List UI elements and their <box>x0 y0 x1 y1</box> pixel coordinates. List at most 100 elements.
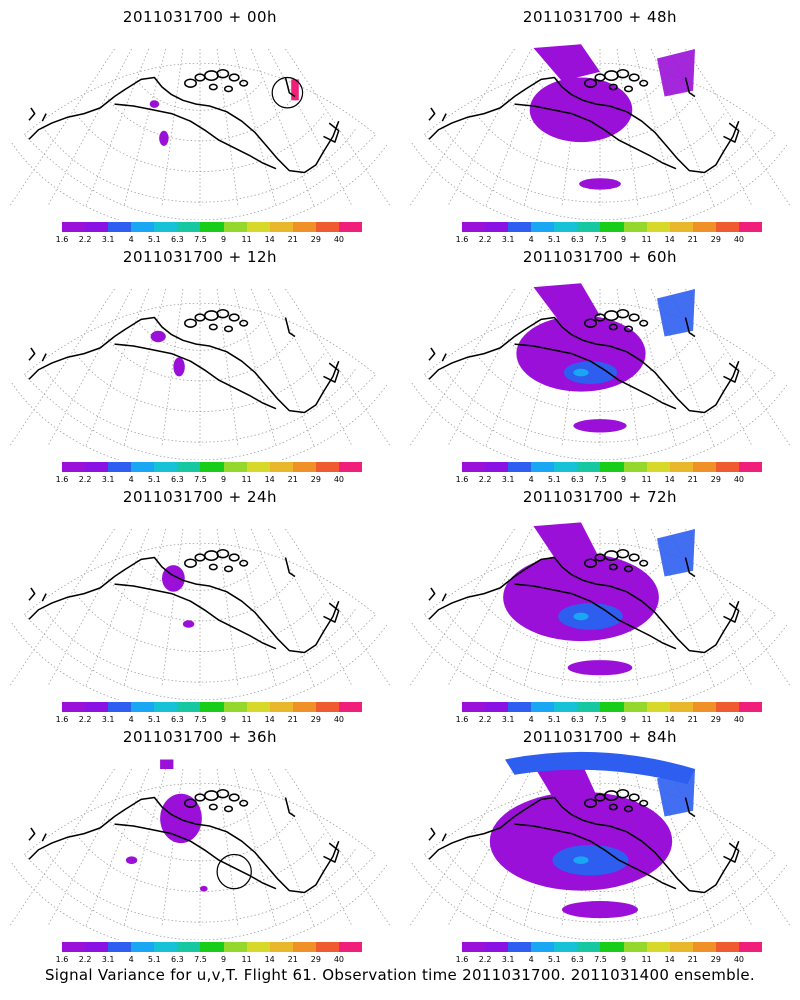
colorbar <box>62 942 363 952</box>
colorbar-tick-label: 7.5 <box>594 955 607 964</box>
colorbar-swatch <box>154 222 178 232</box>
colorbar-swatch <box>131 942 155 952</box>
map-panel: 2011031700 + 36h 1.6 2.2 3.1 4 5.1 6.3 7.5 9 11 14… <box>0 720 400 964</box>
colorbar-ticks: 1.6 2.2 3.1 4 5.1 6.3 7.5 9 11 14 21 29 40 <box>56 475 362 485</box>
colorbar-swatch <box>108 222 132 232</box>
map-panel: 2011031700 + 48h 1.6 2.2 3.1 4 5.1 6.3 7.5 9 11 14… <box>400 0 800 244</box>
colorbar-tick-label: 21 <box>287 475 298 484</box>
colorbar-tick-label: 4 <box>128 715 134 724</box>
polar-map <box>9 759 391 940</box>
colorbar-tick-label: 4 <box>528 235 534 244</box>
colorbar-tick-label: 29 <box>310 715 321 724</box>
colorbar-tick-label: 1.6 <box>55 715 69 724</box>
colorbar-tick-label: 5.1 <box>547 235 561 244</box>
colorbar-tick-label: 3.1 <box>101 235 115 244</box>
colorbar-swatch <box>669 462 693 472</box>
colorbar-tick-label: 40 <box>733 715 745 724</box>
polar-map <box>9 288 391 460</box>
colorbar <box>62 462 363 472</box>
colorbar-swatch <box>108 702 132 712</box>
colorbar-tick-label: 14 <box>264 475 275 484</box>
colorbar-swatch <box>200 462 224 472</box>
colorbar-swatch <box>600 462 624 472</box>
colorbar-swatch <box>246 702 270 712</box>
polar-map <box>9 528 391 700</box>
coastline <box>28 788 340 894</box>
colorbar-tick-label: 6.3 <box>571 475 584 484</box>
colorbar-tick-label: 4 <box>528 715 534 724</box>
coastline <box>428 68 740 174</box>
colorbar-swatch <box>292 942 316 952</box>
colorbar-swatch <box>531 942 555 952</box>
colorbar-swatch <box>623 702 647 712</box>
colorbar-tick-label: 3.1 <box>501 235 515 244</box>
panel-title: 2011031700 + 00h <box>122 8 278 26</box>
polar-map <box>409 751 791 940</box>
colorbar-swatch <box>246 222 270 232</box>
colorbar-swatch <box>692 702 716 712</box>
polar-map <box>409 283 791 460</box>
colorbar-tick-label: 29 <box>710 235 721 244</box>
panel-title: 2011031700 + 24h <box>122 488 278 506</box>
graticule <box>409 288 791 460</box>
colorbar-swatch <box>315 942 339 952</box>
variance-field <box>529 44 695 190</box>
colorbar-tick-label: 1.6 <box>55 475 69 484</box>
colorbar-swatch <box>85 462 109 472</box>
variance-field <box>150 330 185 377</box>
colorbar-swatch <box>738 702 763 712</box>
colorbar-tick-label: 3.1 <box>501 475 515 484</box>
colorbar-tick-label: 2.2 <box>78 235 92 244</box>
polar-map <box>9 48 391 220</box>
colorbar-swatch <box>531 462 555 472</box>
colorbar-swatch <box>508 702 532 712</box>
colorbar-swatch <box>669 702 693 712</box>
colorbar-ticks: 1.6 2.2 3.1 4 5.1 6.3 7.5 9 11 14 21 29 40 <box>56 715 362 725</box>
colorbar <box>462 942 763 952</box>
colorbar-tick-label: 4 <box>128 955 134 964</box>
colorbar-swatch <box>715 942 739 952</box>
colorbar-tick-label: 2.2 <box>478 955 492 964</box>
colorbar-tick-label: 5.1 <box>547 955 561 964</box>
colorbar-swatch <box>200 942 224 952</box>
colorbar <box>62 222 363 232</box>
panel-title: 2011031700 + 84h <box>522 728 678 746</box>
colorbar-swatch <box>292 702 316 712</box>
colorbar-tick-label: 4 <box>128 475 134 484</box>
colorbar-tick-label: 11 <box>641 235 652 244</box>
coastline <box>28 548 340 654</box>
colorbar-tick-label: 3.1 <box>101 475 115 484</box>
colorbar-swatch <box>338 222 363 232</box>
colorbar-swatch <box>315 222 339 232</box>
colorbar <box>462 222 763 232</box>
colorbar-swatch <box>223 942 247 952</box>
colorbar-tick-label: 11 <box>641 715 652 724</box>
colorbar-swatch <box>508 462 532 472</box>
colorbar-swatch <box>715 702 739 712</box>
colorbar-tick-label: 21 <box>687 235 698 244</box>
colorbar-ticks: 1.6 2.2 3.1 4 5.1 6.3 7.5 9 11 14 21 29 40 <box>56 235 362 245</box>
panel-title: 2011031700 + 72h <box>522 488 678 506</box>
colorbar-swatch <box>131 222 155 232</box>
colorbar-swatch <box>738 462 763 472</box>
coastline <box>428 788 740 894</box>
colorbar-swatch <box>646 222 670 232</box>
colorbar-swatch <box>338 942 363 952</box>
colorbar-swatch <box>269 462 293 472</box>
colorbar-tick-label: 6.3 <box>571 715 584 724</box>
colorbar-swatch <box>577 222 601 232</box>
colorbar-swatch <box>646 702 670 712</box>
variance-field <box>516 283 695 433</box>
colorbar-tick-label: 2.2 <box>478 235 492 244</box>
colorbar-swatch <box>623 222 647 232</box>
colorbar-swatch <box>292 462 316 472</box>
colorbar-tick-label: 2.2 <box>478 475 492 484</box>
colorbar-swatch <box>85 702 109 712</box>
colorbar-swatch <box>85 942 109 952</box>
colorbar-swatch <box>269 942 293 952</box>
colorbar-tick-label: 14 <box>664 955 675 964</box>
colorbar-tick-label: 6.3 <box>171 955 184 964</box>
colorbar-swatch <box>462 942 486 952</box>
colorbar-swatch <box>154 462 178 472</box>
coastline <box>428 548 740 654</box>
